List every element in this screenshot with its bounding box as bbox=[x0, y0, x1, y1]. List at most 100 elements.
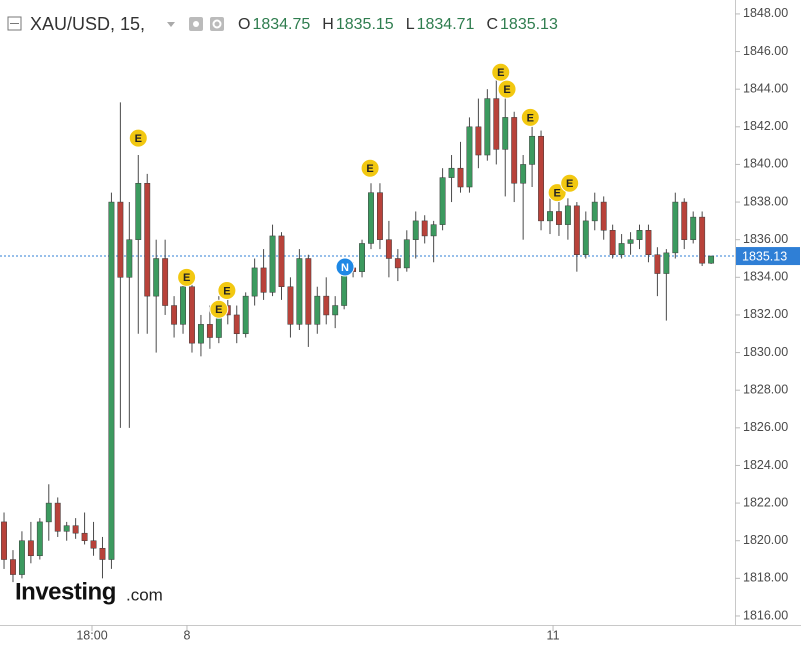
candle-body bbox=[663, 252, 670, 274]
y-tick-label: 1838.00 bbox=[743, 194, 788, 208]
event-marker-label: E bbox=[566, 178, 573, 190]
event-marker[interactable]: E bbox=[217, 280, 237, 300]
candle-body bbox=[591, 201, 598, 222]
candle-body bbox=[206, 324, 213, 338]
candle-body bbox=[81, 532, 88, 541]
event-marker[interactable]: E bbox=[128, 128, 148, 148]
candle-body bbox=[430, 224, 437, 237]
candle-body bbox=[618, 243, 625, 255]
y-tick-label: 1826.00 bbox=[743, 420, 788, 434]
ohlc-value: 1835.15 bbox=[336, 16, 394, 33]
candle-body bbox=[654, 254, 661, 274]
event-marker-label: E bbox=[223, 285, 230, 297]
candle-body bbox=[171, 305, 178, 325]
watermark-suffix: .com bbox=[126, 585, 163, 604]
candle-body bbox=[269, 235, 276, 293]
y-tick-label: 1848.00 bbox=[743, 6, 788, 20]
ohlc-value: 1835.13 bbox=[500, 16, 558, 33]
candle-body bbox=[547, 211, 553, 222]
last-price-badge bbox=[736, 247, 800, 266]
candle-body bbox=[520, 164, 527, 184]
candle-body bbox=[233, 314, 240, 335]
candle-body bbox=[484, 98, 491, 156]
candle-body bbox=[573, 205, 580, 255]
candle-body bbox=[645, 230, 652, 255]
candle-body bbox=[582, 220, 589, 255]
ohlc-label: O bbox=[238, 16, 250, 33]
candle-body bbox=[63, 525, 70, 532]
y-tick-label: 1816.00 bbox=[743, 608, 788, 622]
candle-body bbox=[690, 216, 697, 240]
ohlc-value: 1834.75 bbox=[252, 16, 310, 33]
candle-body bbox=[117, 201, 124, 278]
candle-body bbox=[502, 117, 509, 150]
ohlc-value: 1834.71 bbox=[417, 16, 475, 33]
y-tick-label: 1840.00 bbox=[743, 157, 788, 171]
event-marker[interactable]: N bbox=[335, 257, 355, 277]
candle-body bbox=[421, 220, 428, 237]
candle-body bbox=[708, 255, 715, 264]
candle-body bbox=[681, 201, 688, 240]
candle-body bbox=[323, 295, 330, 316]
candle-body bbox=[627, 239, 634, 244]
event-marker-circle bbox=[491, 62, 511, 82]
x-tick-label: 8 bbox=[183, 628, 190, 642]
y-tick-label: 1828.00 bbox=[743, 382, 788, 396]
candle-body bbox=[493, 98, 500, 150]
settings-icon[interactable] bbox=[210, 17, 224, 31]
candle-body bbox=[45, 502, 52, 523]
candle-body bbox=[314, 295, 321, 325]
event-marker-circle bbox=[497, 79, 517, 99]
header: XAU/USD, 15, O 1834.75 H 1835.15 L 1834.71 C 18… bbox=[7, 14, 558, 34]
watermark-brand: Investing bbox=[15, 578, 116, 605]
y-tick-label: 1844.00 bbox=[743, 81, 788, 95]
event-marker-circle bbox=[360, 158, 380, 178]
event-marker[interactable]: E bbox=[491, 62, 511, 82]
candle-body bbox=[153, 258, 160, 297]
candle-body bbox=[278, 235, 285, 287]
candle-body bbox=[189, 286, 195, 344]
event-marker[interactable]: E bbox=[360, 158, 380, 178]
y-tick-label: 1836.00 bbox=[743, 232, 788, 246]
ohlc-label: L bbox=[406, 16, 415, 33]
candle-body bbox=[385, 239, 392, 259]
event-marker[interactable]: E bbox=[520, 107, 540, 127]
event-marker-label: E bbox=[527, 112, 534, 124]
event-marker[interactable]: E bbox=[209, 299, 229, 319]
candle-body bbox=[332, 305, 339, 316]
candle-body bbox=[180, 286, 186, 325]
event-marker[interactable]: E bbox=[560, 173, 580, 193]
candle-body bbox=[10, 559, 16, 575]
x-tick-label: 11 bbox=[547, 628, 560, 642]
event-marker[interactable]: E bbox=[497, 79, 517, 99]
candle-body bbox=[672, 201, 679, 254]
candle-body bbox=[54, 502, 61, 532]
event-marker-label: E bbox=[503, 84, 510, 96]
event-marker-label: N bbox=[341, 262, 349, 274]
x-tick-label: 18:00 bbox=[76, 628, 107, 642]
candle-body bbox=[457, 167, 464, 188]
event-marker-label: E bbox=[366, 163, 373, 175]
event-marker-circle bbox=[128, 128, 148, 148]
ohlc-label: H bbox=[322, 16, 334, 33]
candle-body bbox=[197, 324, 204, 344]
candle-body bbox=[600, 201, 607, 231]
candle-body bbox=[368, 192, 374, 244]
event-marker-circle bbox=[560, 173, 580, 193]
candle-body bbox=[448, 167, 455, 178]
plot-area bbox=[0, 70, 735, 583]
y-tick-label: 1820.00 bbox=[743, 533, 788, 547]
event-marker[interactable]: E bbox=[177, 267, 197, 287]
candle-body bbox=[609, 230, 616, 255]
event-marker-circle bbox=[177, 267, 197, 287]
event-marker-label: E bbox=[553, 188, 560, 200]
settings-icon-gear bbox=[212, 19, 222, 29]
candle-body bbox=[242, 295, 249, 335]
candle-body bbox=[18, 540, 25, 575]
candle-body bbox=[699, 216, 706, 264]
dropdown-arrow[interactable] bbox=[167, 22, 175, 27]
collapse-icon[interactable] bbox=[7, 16, 22, 31]
candle-body bbox=[260, 267, 267, 293]
